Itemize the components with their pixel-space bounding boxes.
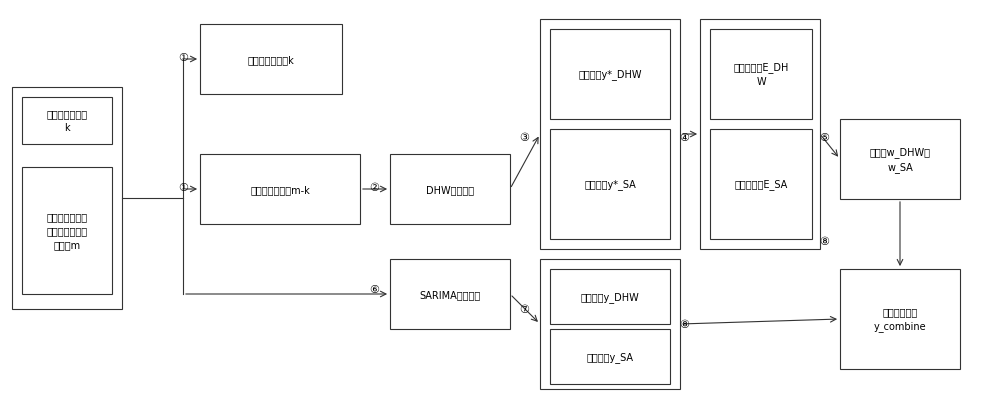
Bar [540, 259, 680, 389]
Text: 某基站无线网络
流量数据，数据
长度为m: 某基站无线网络 流量数据，数据 长度为m [46, 212, 88, 250]
Text: ⑤: ⑤ [819, 133, 829, 142]
Bar [200, 25, 342, 95]
Text: 组合预测结果
y_combine: 组合预测结果 y_combine [874, 307, 926, 332]
Text: ⑧: ⑧ [679, 319, 689, 329]
Bar [390, 259, 510, 329]
Text: 训练集，长度为m-k: 训练集，长度为m-k [250, 185, 310, 195]
Text: ④: ④ [679, 133, 689, 142]
Text: ⑧: ⑧ [819, 236, 829, 247]
Text: 误差平方和E_DH
W: 误差平方和E_DH W [733, 62, 789, 87]
Text: 预测结果y_DHW: 预测结果y_DHW [581, 291, 639, 302]
Text: 权系数w_DHW、
w_SA: 权系数w_DHW、 w_SA [870, 147, 930, 173]
Bar [22, 168, 112, 294]
Text: ⑦: ⑦ [519, 304, 529, 314]
Text: 预测结果y*_SA: 预测结果y*_SA [584, 179, 636, 190]
Text: 测试集，长度为k: 测试集，长度为k [248, 55, 294, 65]
Bar [22, 98, 112, 145]
Text: ①: ① [178, 183, 188, 192]
Bar [550, 329, 670, 384]
Bar [840, 120, 960, 199]
Text: ③: ③ [519, 133, 529, 142]
Bar [840, 269, 960, 369]
Text: ⑥: ⑥ [369, 284, 379, 294]
Text: 规定预测长度为
k: 规定预测长度为 k [46, 109, 88, 133]
Text: 预测结果y_SA: 预测结果y_SA [586, 351, 634, 362]
Bar [390, 154, 510, 224]
Text: SARIMA模型预测: SARIMA模型预测 [419, 289, 481, 299]
Bar [12, 88, 122, 309]
Bar [710, 130, 812, 240]
Bar [700, 20, 820, 249]
Bar [550, 269, 670, 324]
Bar [550, 130, 670, 240]
Text: 预测结果y*_DHW: 预测结果y*_DHW [578, 69, 642, 80]
Bar [200, 154, 360, 224]
Text: DHW模型预测: DHW模型预测 [426, 185, 474, 195]
Text: 误差平方和E_SA: 误差平方和E_SA [734, 179, 788, 190]
Bar [710, 30, 812, 120]
Bar [550, 30, 670, 120]
Bar [540, 20, 680, 249]
Text: ①: ① [178, 53, 188, 63]
Text: ②: ② [369, 183, 379, 192]
